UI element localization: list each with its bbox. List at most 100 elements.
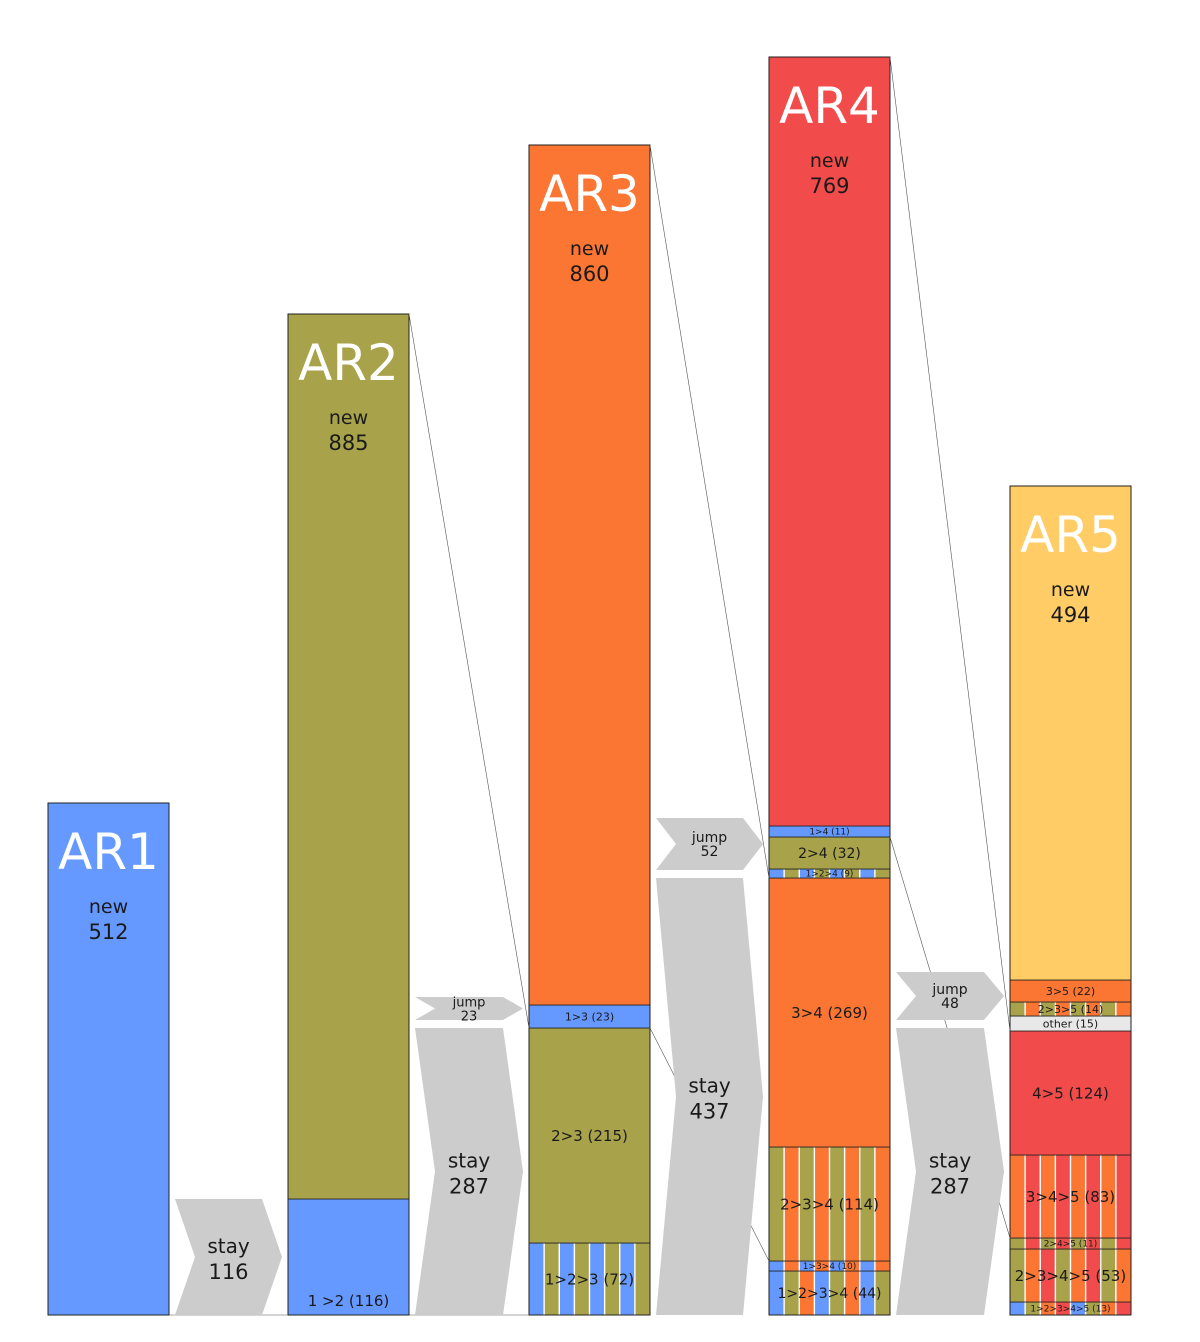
jump-value: 23 xyxy=(461,1010,478,1025)
projection-line xyxy=(408,313,530,1029)
bar-segment-1-2-4-9-stripe xyxy=(799,869,815,878)
bar-segment-1-2-3-4-44-stripe xyxy=(874,1271,891,1315)
jump-label: jump xyxy=(452,996,486,1011)
bar-segment-3-4-269 xyxy=(768,877,891,1148)
bar-segment-2-3-5-14-stripe xyxy=(1100,1002,1117,1016)
bar-segment-1-2-3-4-44-stripe xyxy=(829,1271,845,1315)
bar-segment-3-4-5-83-stripe xyxy=(1055,1155,1071,1238)
bar-segment-1-2-3-4-44-stripe xyxy=(799,1271,815,1315)
bar-segment-1-2-4-9-stripe xyxy=(814,869,830,878)
new-label-ar2: new xyxy=(329,407,368,429)
bar-segment-1-2-3-4-44-stripe xyxy=(814,1271,830,1315)
bar-segment-1-2-116 xyxy=(287,1198,410,1316)
bar-segment-1-2-4-9-stripe xyxy=(859,869,876,878)
bar-segment-1-2-3-72-stripe xyxy=(574,1243,590,1315)
bar-segment-1-2-3-4-5-13-stripe xyxy=(1085,1302,1102,1315)
bar-segment-2-3-4-114-stripe xyxy=(874,1147,891,1261)
bar-segment-2-3-4-114-stripe xyxy=(829,1147,845,1261)
segment-label-1-3-4-10: 1>3>4 (10) xyxy=(803,1262,857,1272)
bar-segment-2-3-4-5-53-stripe xyxy=(1055,1249,1071,1302)
bar-segment-1-2-4-9-stripe xyxy=(874,869,891,878)
bar-outline-ar1 xyxy=(47,802,170,1316)
bar-segment-1-2-3-4-5-13-stripe xyxy=(1040,1302,1056,1315)
bar-segment-1-2-3-4-5-13-stripe xyxy=(1070,1302,1086,1315)
bar-segment-2-3-4-114-stripe xyxy=(784,1147,800,1261)
stay-arrow xyxy=(415,1028,523,1315)
segment-label-2-3-215: 2>3 (215) xyxy=(551,1127,628,1145)
stay-label: stay xyxy=(929,1149,972,1173)
new-label-ar1: new xyxy=(89,896,128,918)
stay-value: 116 xyxy=(208,1260,248,1284)
bar-segment-1-2-3-4-5-13-stripe xyxy=(1025,1302,1041,1315)
bar-segment-2-3-5-14-stripe xyxy=(1025,1002,1041,1016)
bar-title-ar1: AR1 xyxy=(58,823,159,881)
segment-label-2-4-5-11: 2>4>5 (11) xyxy=(1044,1240,1098,1250)
bar-segment-2-4-5-11-stripe xyxy=(1055,1238,1071,1249)
jump-value: 48 xyxy=(941,996,959,1012)
projection-line xyxy=(889,56,1011,1032)
bar-segment-3-4-5-83-stripe xyxy=(1025,1155,1041,1238)
bar-outline-ar2 xyxy=(287,313,410,1316)
bar-segment-1-2-3-4-44-stripe xyxy=(859,1271,876,1315)
stack-ar4: 1>2>3>4 (44) 1>3>4 (10) 2>3>4 (114) 3>4 (26… xyxy=(768,56,891,1316)
bar-segment-1-3-4-10-stripe xyxy=(844,1261,861,1271)
new-value-ar3: 860 xyxy=(569,262,609,286)
bar-segment-2-3-4-5-53 xyxy=(1009,1248,1132,1303)
new-label-ar4: new xyxy=(810,150,849,172)
new-value-ar5: 494 xyxy=(1050,603,1090,627)
projection-line xyxy=(649,144,770,879)
bar-segment-1-2-3-4-5-13-stripe xyxy=(1055,1302,1071,1315)
bar-ar3-new xyxy=(528,144,651,1006)
bar-ar1-new xyxy=(47,802,170,1316)
bar-segment-1-2-3-4-44-stripe xyxy=(769,1271,785,1315)
segment-label-1-3-23: 1>3 (23) xyxy=(565,1010,614,1023)
bar-segment-2-4-5-11-stripe xyxy=(1085,1238,1102,1249)
bar-ar4-new xyxy=(768,56,891,827)
bar-segment-2-4-5-11-stripe xyxy=(1025,1238,1041,1249)
stay-label: stay xyxy=(448,1149,491,1173)
segment-label-2-4-32: 2>4 (32) xyxy=(798,846,861,862)
stay-label: stay xyxy=(688,1074,731,1098)
bar-outline-ar4 xyxy=(768,56,891,1316)
bar-segment-1-3-4-10 xyxy=(768,1260,891,1272)
bar-segment-2-4-5-11-stripe xyxy=(1070,1238,1086,1249)
bar-ar5-new xyxy=(1009,485,1132,981)
segment-label-1-2-3-4-5-13: 1>2>3>4>5 (13) xyxy=(1030,1305,1110,1315)
bar-segment-1-2-3-4-5-13-stripe xyxy=(1010,1302,1026,1315)
jump-arrow xyxy=(656,818,763,870)
jump-value: 52 xyxy=(701,844,719,860)
bar-segment-2-4-5-11-stripe xyxy=(1040,1238,1056,1249)
bar-segment-1-3-4-10-stripe xyxy=(814,1261,830,1271)
bar-segment-3-4-5-83-stripe xyxy=(1010,1155,1026,1238)
bar-segment-2-3-4-114-stripe xyxy=(769,1147,785,1261)
bar-segment-2-3-5-14-stripe xyxy=(1040,1002,1056,1016)
bar-segment-2-3-4-5-53-stripe xyxy=(1085,1249,1102,1302)
bar-segment-2-3-5-14 xyxy=(1009,1001,1132,1017)
jump-label: jump xyxy=(931,982,967,998)
bar-segment-1-2-3-4-44 xyxy=(768,1270,891,1316)
bar-segment-2-3-5-14-stripe xyxy=(1010,1002,1026,1016)
bar-segment-1-2-4-9-stripe xyxy=(784,869,800,878)
bar-segment-2-3-5-14-stripe xyxy=(1070,1002,1086,1016)
segment-label-3-4-5-83: 3>4>5 (83) xyxy=(1026,1188,1115,1206)
stay-value: 437 xyxy=(689,1100,729,1124)
bar-segment-2-3-4-5-53-stripe xyxy=(1040,1249,1056,1302)
bar-segment-2-3-4-114-stripe xyxy=(859,1147,876,1261)
bar-segment-1-2-3-4-44-stripe xyxy=(844,1271,861,1315)
bar-title-ar2: AR2 xyxy=(298,334,399,392)
bar-segment-2-3-4-114 xyxy=(768,1146,891,1262)
bar-segment-3-4-5-83 xyxy=(1009,1154,1132,1239)
bar-segment-3-4-5-83-stripe xyxy=(1085,1155,1102,1238)
bar-segment-2-3-215 xyxy=(528,1027,651,1244)
bar-segment-2-4-5-11-stripe xyxy=(1010,1238,1026,1249)
bar-segment-2-3-4-114-stripe xyxy=(844,1147,861,1261)
bar-segment-2-3-5-14-stripe xyxy=(1085,1002,1102,1016)
jump-arrow xyxy=(896,972,1004,1020)
segment-label-2-3-5-14: 2>3>5 (14) xyxy=(1038,1003,1104,1016)
bar-segment-1-3-4-10-stripe xyxy=(769,1261,785,1271)
bar-title-ar5: AR5 xyxy=(1020,506,1121,564)
bar-segment-2-3-5-14-stripe xyxy=(1055,1002,1071,1016)
jump-label: jump xyxy=(691,830,727,846)
segment-label-3-4-269: 3>4 (269) xyxy=(791,1004,868,1022)
